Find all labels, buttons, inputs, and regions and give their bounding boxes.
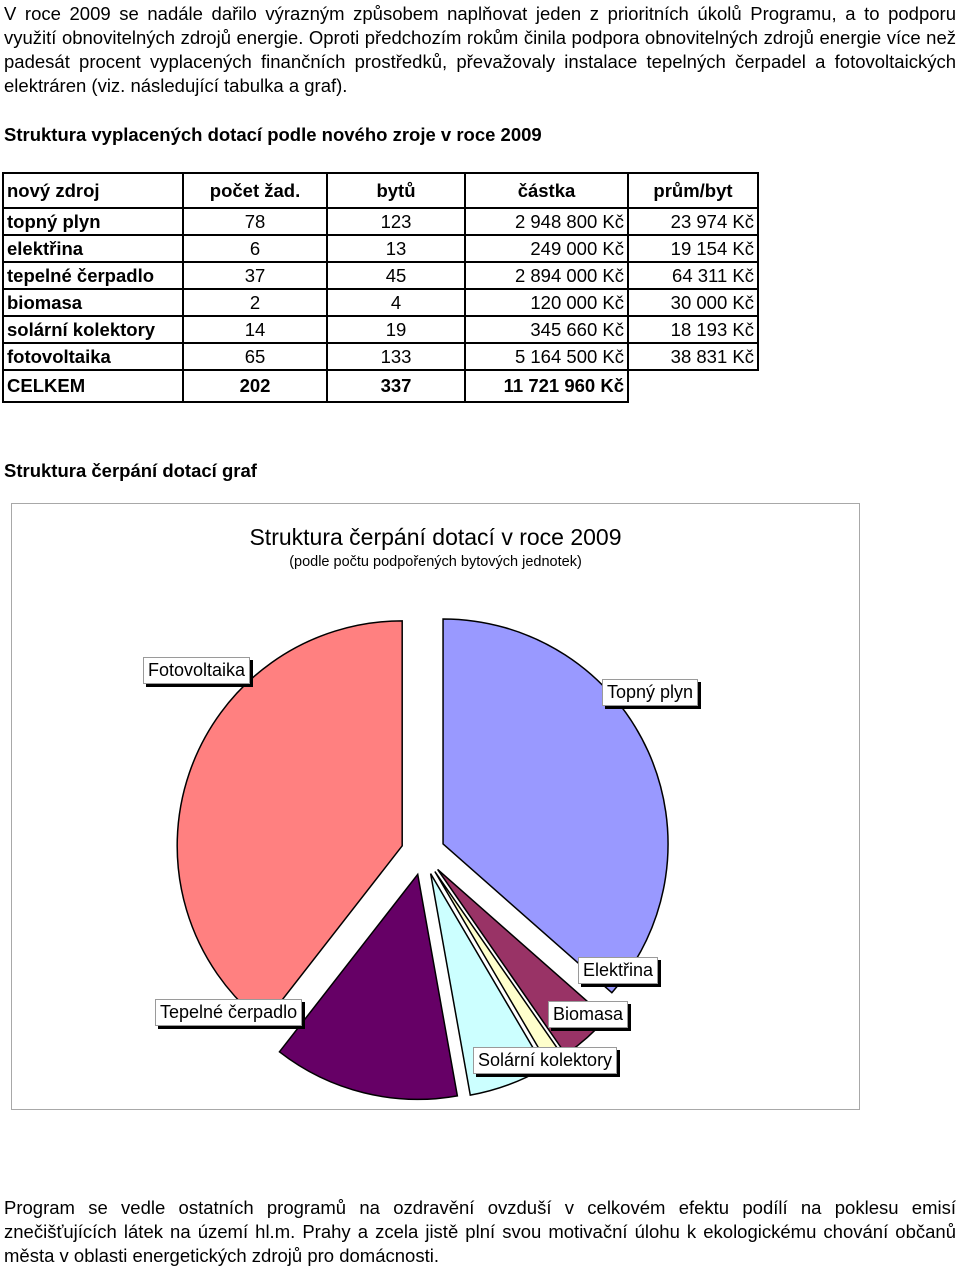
cell-flats: 4 [326, 288, 466, 317]
pie-label-elektrina: Elektřina [578, 957, 659, 984]
pie-chart: Struktura čerpání dotací v roce 2009 (po… [11, 503, 860, 1110]
pie-label-solarni-kolektory: Solární kolektory [473, 1047, 618, 1074]
col-header-source: nový zdroj [2, 172, 184, 209]
col-header-flats: bytů [326, 172, 466, 209]
cell-source: biomasa [2, 288, 184, 317]
cell-amount: 2 948 800 Kč [464, 207, 629, 236]
cell-amount: 120 000 Kč [464, 288, 629, 317]
col-header-amount: částka [464, 172, 629, 209]
cell-source: solární kolektory [2, 315, 184, 344]
chart-heading: Struktura čerpání dotací graf [4, 460, 257, 481]
chart-subtitle: (podle počtu podpořených bytových jednot… [289, 554, 582, 570]
total-cell-flats: 337 [326, 369, 466, 403]
cell-flats: 13 [326, 234, 466, 263]
table-row-topny-plyn: topný plyn 78 123 2 948 800 Kč 23 974 Kč [2, 207, 759, 236]
subsidy-table: nový zdroj počet žad. bytů částka prům/b… [2, 172, 759, 403]
cell-avg: 30 000 Kč [627, 288, 759, 317]
table-row-fotovoltaika: fotovoltaika 65 133 5 164 500 Kč 38 831 Kč [2, 342, 759, 371]
cell-avg: 18 193 Kč [627, 315, 759, 344]
cell-source: elektřina [2, 234, 184, 263]
table-heading: Struktura vyplacených dotací podle novéh… [4, 124, 542, 145]
total-cell-empty [628, 370, 758, 402]
pie-slice-tepelne-cerpadlo [278, 872, 459, 1101]
cell-applicants: 78 [182, 207, 328, 236]
cell-flats: 45 [326, 261, 466, 290]
table-row-solarni-kolektory: solární kolektory 14 19 345 660 Kč 18 193 Kč [2, 315, 759, 344]
col-header-avg: prům/byt [627, 172, 759, 209]
cell-amount: 249 000 Kč [464, 234, 629, 263]
cell-avg: 38 831 Kč [627, 342, 759, 371]
table-header-row: nový zdroj počet žad. bytů částka prům/b… [2, 172, 759, 209]
cell-avg: 19 154 Kč [627, 234, 759, 263]
cell-applicants: 14 [182, 315, 328, 344]
cell-avg: 64 311 Kč [627, 261, 759, 290]
cell-source: fotovoltaika [2, 342, 184, 371]
cell-flats: 19 [326, 315, 466, 344]
closing-paragraph: Program se vedle ostatních programů na o… [4, 1197, 956, 1266]
pie-label-tepelne-cerpadlo: Tepelné čerpadlo [155, 999, 303, 1026]
cell-applicants: 6 [182, 234, 328, 263]
table-row-tepelne-cerpadlo: tepelné čerpadlo 37 45 2 894 000 Kč 64 311 K… [2, 261, 759, 290]
intro-paragraph: V roce 2009 se nadále dařilo výrazným zp… [4, 3, 956, 96]
total-cell-amount: 11 721 960 Kč [464, 369, 629, 403]
cell-avg: 23 974 Kč [627, 207, 759, 236]
cell-amount: 5 164 500 Kč [464, 342, 629, 371]
pie-slice-fotovoltaika [176, 620, 403, 1025]
cell-applicants: 37 [182, 261, 328, 290]
pie-label-fotovoltaika: Fotovoltaika [143, 657, 251, 684]
cell-applicants: 2 [182, 288, 328, 317]
pie-plot-area [176, 618, 669, 1101]
cell-flats: 133 [326, 342, 466, 371]
col-header-applicants: počet žad. [182, 172, 328, 209]
pie-label-topny-plyn: Topný plyn [602, 679, 699, 706]
pie-slice-topny-plyn [442, 618, 669, 994]
cell-flats: 123 [326, 207, 466, 236]
cell-amount: 345 660 Kč [464, 315, 629, 344]
pie-label-biomasa: Biomasa [548, 1001, 629, 1028]
total-cell-source: CELKEM [2, 369, 184, 403]
cell-source: tepelné čerpadlo [2, 261, 184, 290]
table-row-biomasa: biomasa 2 4 120 000 Kč 30 000 Kč [2, 288, 759, 317]
total-cell-applicants: 202 [182, 369, 328, 403]
chart-title: Struktura čerpání dotací v roce 2009 [249, 524, 622, 550]
cell-applicants: 65 [182, 342, 328, 371]
cell-amount: 2 894 000 Kč [464, 261, 629, 290]
cell-source: topný plyn [2, 207, 184, 236]
table-row-elektrina: elektřina 6 13 249 000 Kč 19 154 Kč [2, 234, 759, 263]
table-row-total: CELKEM 202 337 11 721 960 Kč [2, 369, 758, 403]
